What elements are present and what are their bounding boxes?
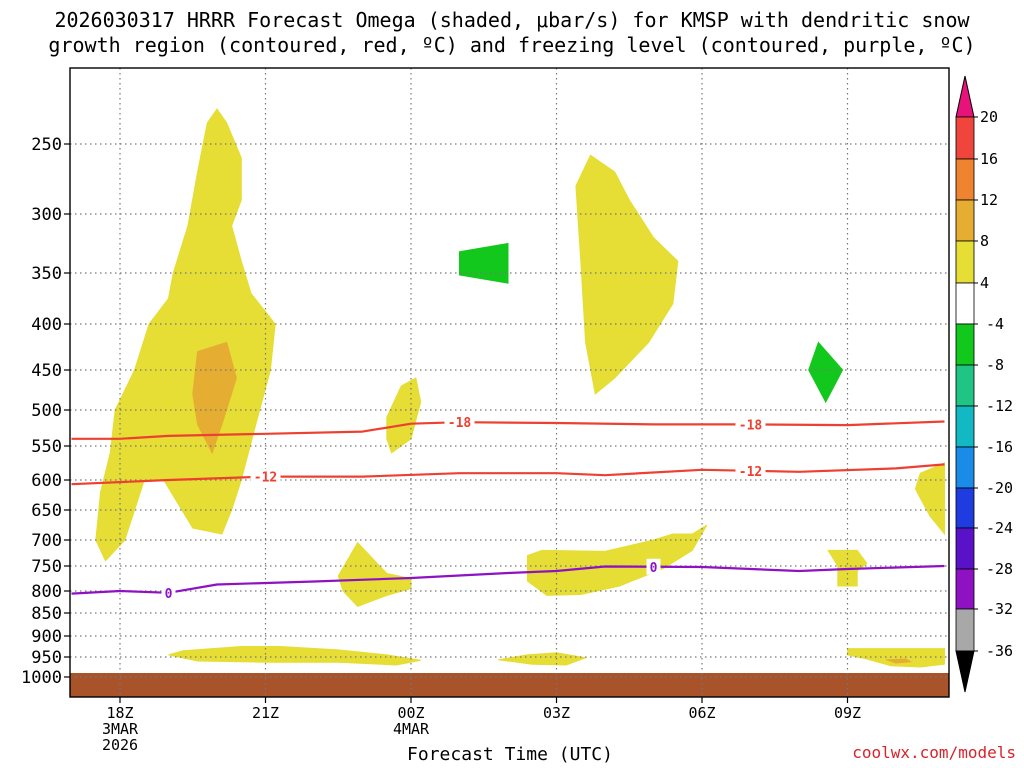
shaded-region-rising-motion-4-8-near-03z-05z-upper (575, 154, 679, 395)
y-tick-label-800: 800 (31, 582, 62, 602)
shaded-region-sinking-motion-4-to-8-near-01z (459, 242, 509, 284)
plot-frame (69, 67, 950, 698)
colorbar-bin-28-to-24 (955, 527, 975, 570)
colorbar-label-36: -36 (986, 642, 1013, 660)
y-tick-label-900: 900 (31, 627, 62, 647)
colorbar-bin-8-to-4 (955, 323, 975, 366)
colorbar-top-arrow (955, 75, 975, 118)
contour-label-bg-12-0 (250, 468, 281, 485)
y-tick-label-850: 850 (31, 604, 62, 624)
colorbar-bin-20-to-16 (955, 446, 975, 489)
y-tick-label-600: 600 (31, 471, 62, 491)
contour-label-bg-18-0 (444, 414, 475, 431)
shaded-region-rising-motion-4-8-near-00z-mid-level (386, 377, 422, 454)
shaded-region-rising-motion-4-8-near-03z-05z-low-level (526, 524, 708, 596)
colorbar-bottom-arrow (955, 650, 975, 693)
x-tick-label-06z: 06Z (688, 704, 715, 722)
shaded-region-sinking-motion-4-to-8-near-08z (808, 341, 844, 404)
colorbar-bin-16-to-12 (955, 405, 975, 448)
colorbar-bin-32-to-28 (955, 568, 975, 610)
x-tick-label-03z: 03Z (543, 704, 570, 722)
shaded-region-rising-motion-4-8-near-22z-00z-low-level (337, 541, 412, 607)
colorbar-bin-4-to-8 (955, 240, 975, 284)
y-tick-label-400: 400 (31, 315, 62, 335)
colorbar-bin-8-to-12 (955, 199, 975, 242)
ground-strip (70, 673, 949, 697)
chart-title-line-2: growth region (contoured, red, ºC) and f… (48, 33, 976, 57)
y-tick-label-700: 700 (31, 531, 62, 551)
shaded-region-rising-motion-4-8-low-level-02z-03z (498, 652, 588, 666)
contour-label-0-0: 0 (165, 587, 173, 602)
contour-label-18-1: -18 (739, 418, 763, 433)
colorbar-label-12: -12 (986, 397, 1013, 415)
chart-title-line-1: 2026030317 HRRR Forecast Omega (shaded, … (54, 8, 970, 32)
shaded-region-rising-motion-4-8-near-10z-11z (914, 462, 945, 536)
colorbar-label-32: -32 (986, 600, 1013, 618)
y-tick-label-450: 450 (31, 361, 62, 381)
colorbar-label-20: -20 (986, 479, 1013, 497)
y-tick-label-950: 950 (31, 648, 62, 668)
x-tick-label-2026: 2026 (102, 736, 138, 754)
colorbar-bin-4-to-4 (955, 282, 975, 325)
shaded-region-rising-motion-4-8-low-level-19z-00z (168, 646, 421, 666)
shaded-region-rising-motion-4-8-low-level-09z-11z (847, 648, 945, 668)
colorbar-label-4: 4 (980, 274, 989, 292)
contour-label-bg-0-0 (161, 584, 176, 601)
colorbar-label-16: -16 (986, 438, 1013, 456)
colorbar-bin-12-to-16 (955, 158, 975, 201)
colorbar-label-16: 16 (980, 150, 998, 168)
colorbar-label-20: 20 (980, 108, 998, 126)
y-tick-label-750: 750 (31, 557, 62, 577)
y-tick-label-1000: 1000 (21, 668, 62, 688)
contour-12-c-isotherm (71, 463, 945, 486)
contour-label-0-1: 0 (650, 561, 658, 576)
colorbar-label-24: -24 (986, 519, 1013, 537)
x-tick-label-09z: 09Z (834, 704, 861, 722)
contour-label-18-0: -18 (448, 416, 472, 431)
colorbar-label-8: -8 (986, 356, 1004, 374)
shaded-region-rising-motion-8-12-low-level-10z (886, 658, 913, 664)
colorbar-label-8: 8 (980, 232, 989, 250)
y-tick-label-500: 500 (31, 401, 62, 421)
colorbar-label-12: 12 (980, 191, 998, 209)
y-tick-label-650: 650 (31, 501, 62, 521)
contour-label-12-1: -12 (739, 465, 762, 480)
x-axis-label: Forecast Time (UTC) (407, 744, 613, 765)
y-tick-label-300: 300 (31, 205, 62, 225)
contour-layer: -18 -18 -12 -12 0 0 (71, 414, 945, 602)
x-tick-label-00z: 00Z (397, 704, 424, 722)
terrain-layer (70, 673, 949, 697)
colorbar: 20 16 12 8 4 -4 -8 -12 -16 -20 -24 -28 -32 -36 (955, 75, 1013, 693)
contour-18-c-isotherm (71, 420, 945, 440)
contour-label-bg-0-1 (646, 558, 661, 575)
x-tick-label-3mar: 3MAR (102, 720, 139, 738)
x-tick-label-4mar: 4MAR (393, 720, 430, 738)
colorbar-bin-24-to-20 (955, 487, 975, 529)
x-tick-label-21z: 21Z (252, 704, 279, 722)
colorbar-label-4: -4 (986, 315, 1004, 333)
source-credit: coolwx.com/models (852, 743, 1016, 762)
colorbar-label-28: -28 (986, 560, 1013, 578)
colorbar-bin-16-to-20 (955, 116, 975, 160)
y-tick-label-350: 350 (31, 264, 62, 284)
contour-label-12-0: -12 (254, 471, 277, 486)
colorbar-bin-12-to-8 (955, 364, 975, 407)
contour-0-c-freezing-level (71, 564, 945, 595)
colorbar-bin-36-to-32 (955, 608, 975, 652)
y-tick-label-250: 250 (31, 135, 62, 155)
contour-label-bg-12-1 (735, 462, 766, 479)
contour-label-bg-18-1 (735, 416, 766, 433)
x-tick-label-18z: 18Z (106, 704, 133, 722)
y-tick-label-550: 550 (31, 437, 62, 457)
shaded-region-rising-motion-4-8-west-plume (95, 108, 276, 562)
